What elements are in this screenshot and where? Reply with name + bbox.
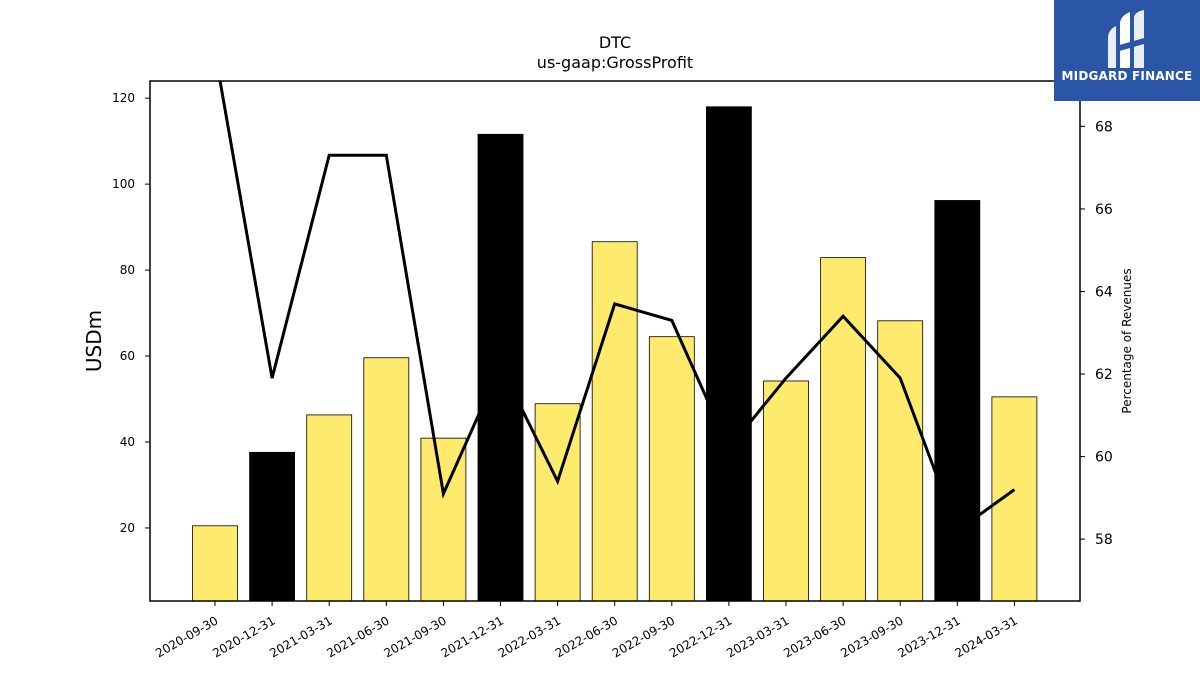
x-tick-label: 2023-12-31 (895, 613, 962, 660)
x-tick-label: 2023-09-30 (838, 613, 905, 660)
bar (820, 257, 866, 602)
y2-tick-label: 66 (1095, 202, 1113, 218)
x-tick-label: 2021-03-31 (267, 613, 334, 660)
x-axis: 2020-09-302020-12-312021-03-312021-06-30… (153, 601, 1020, 660)
bar (877, 320, 924, 602)
y-tick-label: 120 (112, 91, 135, 105)
x-tick-label: 2024-03-31 (952, 613, 1019, 660)
bar (363, 357, 410, 602)
y2-axis-label: Percentage of Revenues (1120, 268, 1134, 413)
bar (706, 106, 752, 602)
y-axis-label: USDm (82, 310, 106, 372)
bar (192, 525, 238, 602)
bar (991, 396, 1038, 602)
bar-series (192, 106, 1038, 602)
x-tick-label: 2022-09-30 (610, 613, 677, 660)
midgard-logo-icon (1108, 10, 1144, 68)
x-tick-label: 2022-12-31 (667, 613, 734, 660)
y2-tick-label: 58 (1095, 532, 1113, 548)
x-tick-label: 2020-12-31 (210, 613, 277, 660)
chart-title: DTC (599, 33, 631, 52)
bar (934, 200, 981, 602)
y-tick-label: 100 (112, 177, 135, 191)
y2-tick-label: 60 (1095, 450, 1113, 466)
bar (249, 451, 296, 602)
y-tick-label: 40 (120, 435, 135, 449)
y-tick-label: 60 (120, 349, 135, 363)
y2-tick-label: 68 (1095, 119, 1113, 135)
bar (763, 380, 809, 602)
bar (591, 241, 638, 602)
x-tick-label: 2021-12-31 (439, 613, 506, 660)
logo-text: MIDGARD FINANCE (1061, 69, 1193, 83)
y-axis-left: 20 40 60 80 100 120 (112, 91, 150, 535)
bar (306, 414, 353, 602)
x-tick-label: 2023-06-30 (781, 613, 848, 660)
percentage-line (218, 81, 1016, 534)
y-axis-right: 58 60 62 64 66 68 (1080, 119, 1113, 548)
logo: MIDGARD FINANCE (1054, 0, 1200, 101)
x-tick-label: 2020-09-30 (153, 613, 220, 660)
y-tick-label: 80 (120, 263, 135, 277)
x-tick-label: 2022-06-30 (553, 613, 620, 660)
y2-tick-label: 64 (1095, 284, 1113, 300)
bar (648, 336, 695, 602)
x-tick-label: 2021-09-30 (381, 613, 448, 660)
x-tick-label: 2022-03-31 (496, 613, 563, 660)
x-tick-label: 2023-03-31 (724, 613, 791, 660)
bar (420, 437, 467, 602)
x-tick-label: 2021-06-30 (324, 613, 391, 660)
y2-tick-label: 62 (1095, 367, 1113, 383)
chart-subtitle: us-gaap:GrossProfit (537, 53, 693, 72)
y-tick-label: 20 (120, 521, 135, 535)
line-series (218, 81, 1016, 534)
